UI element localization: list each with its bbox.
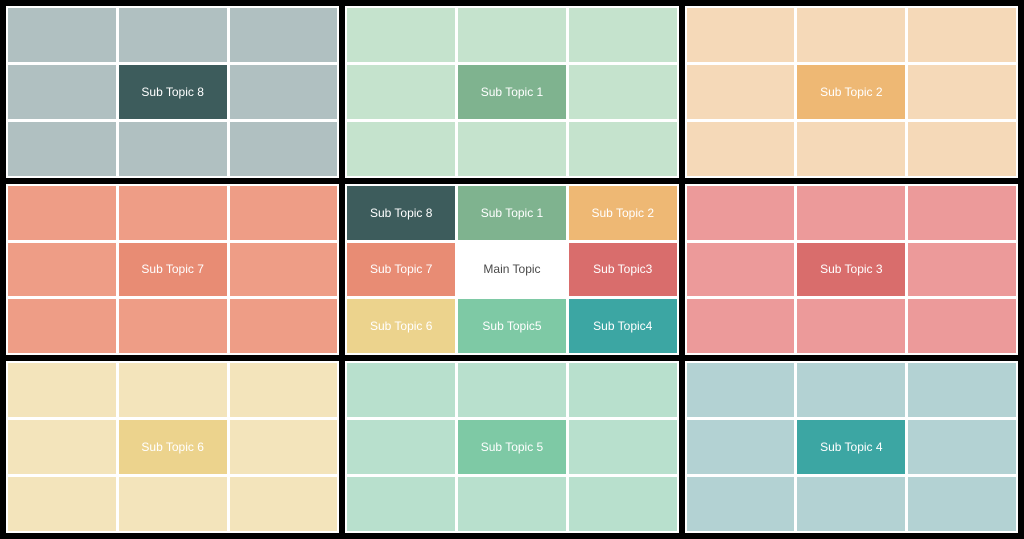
topic-filler-cell (119, 363, 227, 417)
topic-filler-cell (347, 477, 455, 531)
topic-label-cell: Sub Topic 8 (119, 65, 227, 119)
main-topic-cell: Main Topic (458, 243, 566, 297)
legend-topic-cell: Sub Topic5 (458, 299, 566, 353)
topic-filler-cell (569, 420, 677, 474)
legend-topic-cell: Sub Topic 7 (347, 243, 455, 297)
topic-filler-cell (347, 420, 455, 474)
topic-filler-cell (230, 477, 338, 531)
topic-filler-cell (230, 420, 338, 474)
topic-panel-6: Sub Topic 6 (6, 361, 339, 533)
topic-filler-cell (8, 363, 116, 417)
legend-topic-cell: Sub Topic4 (569, 299, 677, 353)
topic-filler-cell (458, 122, 566, 176)
topic-filler-cell (569, 8, 677, 62)
topic-filler-cell (908, 186, 1016, 240)
topic-filler-cell (230, 65, 338, 119)
legend-topic-cell: Sub Topic3 (569, 243, 677, 297)
topic-panel-2: Sub Topic 2 (685, 6, 1018, 178)
topic-filler-cell (687, 122, 795, 176)
topic-filler-cell (569, 477, 677, 531)
topic-filler-cell (230, 8, 338, 62)
topic-filler-cell (908, 65, 1016, 119)
topic-filler-cell (458, 8, 566, 62)
topic-filler-cell (458, 477, 566, 531)
topic-filler-cell (119, 477, 227, 531)
topic-panel-4: Sub Topic 4 (685, 361, 1018, 533)
topic-filler-cell (687, 65, 795, 119)
topic-filler-cell (908, 122, 1016, 176)
topic-filler-cell (797, 186, 905, 240)
topic-filler-cell (8, 122, 116, 176)
topic-label-cell: Sub Topic 4 (797, 420, 905, 474)
topic-label-cell: Sub Topic 1 (458, 65, 566, 119)
topic-filler-cell (8, 186, 116, 240)
topic-map-grid: Sub Topic 8Sub Topic 1Sub Topic 2Sub Top… (6, 6, 1018, 533)
center-legend-panel: Sub Topic 8Sub Topic 1Sub Topic 2Sub Top… (345, 184, 678, 356)
topic-filler-cell (119, 186, 227, 240)
topic-filler-cell (119, 122, 227, 176)
topic-filler-cell (908, 363, 1016, 417)
topic-filler-cell (908, 477, 1016, 531)
topic-panel-5: Sub Topic 5 (345, 361, 678, 533)
topic-label-cell: Sub Topic 5 (458, 420, 566, 474)
topic-filler-cell (797, 8, 905, 62)
topic-filler-cell (569, 122, 677, 176)
topic-filler-cell (347, 8, 455, 62)
topic-label-cell: Sub Topic 7 (119, 243, 227, 297)
topic-filler-cell (908, 8, 1016, 62)
topic-label-cell: Sub Topic 3 (797, 243, 905, 297)
topic-filler-cell (8, 420, 116, 474)
topic-filler-cell (119, 299, 227, 353)
topic-filler-cell (230, 243, 338, 297)
topic-filler-cell (230, 299, 338, 353)
topic-filler-cell (687, 243, 795, 297)
topic-filler-cell (797, 299, 905, 353)
topic-filler-cell (687, 186, 795, 240)
topic-filler-cell (8, 243, 116, 297)
topic-label-cell: Sub Topic 2 (797, 65, 905, 119)
topic-filler-cell (687, 363, 795, 417)
topic-filler-cell (797, 363, 905, 417)
legend-topic-cell: Sub Topic 1 (458, 186, 566, 240)
topic-filler-cell (8, 65, 116, 119)
topic-filler-cell (119, 8, 227, 62)
topic-filler-cell (687, 299, 795, 353)
topic-filler-cell (687, 8, 795, 62)
topic-filler-cell (569, 65, 677, 119)
topic-panel-7: Sub Topic 7 (6, 184, 339, 356)
topic-filler-cell (797, 477, 905, 531)
topic-filler-cell (908, 243, 1016, 297)
topic-filler-cell (458, 363, 566, 417)
topic-panel-3: Sub Topic 3 (685, 184, 1018, 356)
topic-filler-cell (8, 8, 116, 62)
topic-filler-cell (347, 363, 455, 417)
topic-filler-cell (687, 420, 795, 474)
topic-filler-cell (230, 186, 338, 240)
topic-filler-cell (230, 122, 338, 176)
legend-topic-cell: Sub Topic 6 (347, 299, 455, 353)
topic-panel-1: Sub Topic 1 (345, 6, 678, 178)
legend-topic-cell: Sub Topic 8 (347, 186, 455, 240)
topic-filler-cell (797, 122, 905, 176)
topic-filler-cell (347, 65, 455, 119)
topic-panel-8: Sub Topic 8 (6, 6, 339, 178)
topic-filler-cell (8, 477, 116, 531)
topic-filler-cell (908, 299, 1016, 353)
topic-filler-cell (8, 299, 116, 353)
topic-label-cell: Sub Topic 6 (119, 420, 227, 474)
topic-filler-cell (687, 477, 795, 531)
topic-filler-cell (347, 122, 455, 176)
topic-filler-cell (569, 363, 677, 417)
topic-filler-cell (230, 363, 338, 417)
legend-topic-cell: Sub Topic 2 (569, 186, 677, 240)
topic-filler-cell (908, 420, 1016, 474)
